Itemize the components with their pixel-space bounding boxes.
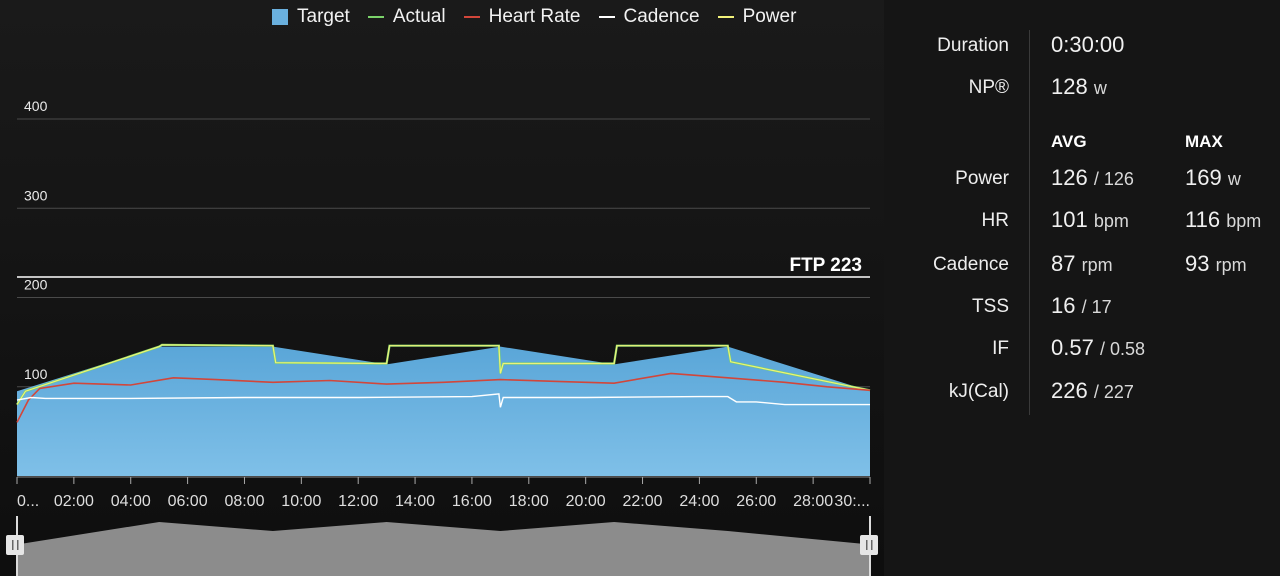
chart-panel: 100 200 300 400 FTP 223 0... 02:00 04:00 06:00 08… [0, 0, 884, 576]
legend-label-target: Target [297, 6, 350, 27]
x-tick-label: 24:00 [679, 493, 719, 510]
y-tick-label: 300 [24, 187, 48, 203]
stats-panel: Duration 0:30:00 NP® 128 w AVG MAX Power… [884, 0, 1280, 576]
legend-swatch-target [272, 9, 288, 25]
cadence-avg-group: 87 rpm [1051, 251, 1113, 277]
power-max: 169 [1185, 165, 1222, 190]
cadence-max: 93 [1185, 251, 1210, 276]
legend-swatch-cadence [598, 16, 615, 18]
heart-rate-line [16, 372, 871, 423]
hr-avg-group: 101 bpm [1051, 207, 1129, 233]
power-avg-group: 126 / 126 [1051, 165, 1134, 191]
legend-item-actual: Actual [367, 6, 446, 28]
x-tick-label: 12:00 [338, 493, 378, 510]
hr-avg-unit: bpm [1093, 211, 1129, 231]
if-value-group: 0.57 / 0.58 [1051, 335, 1145, 361]
x-tick-label: 06:00 [168, 493, 208, 510]
hr-max: 116 [1185, 207, 1221, 232]
kj-target: / 227 [1093, 382, 1134, 402]
kj-value: 226 [1051, 378, 1088, 403]
legend-label-actual: Actual [392, 6, 446, 27]
duration-value: 0:30:00 [1051, 32, 1125, 57]
x-tick-label: 22:00 [623, 493, 663, 510]
y-tick-label: 400 [24, 98, 48, 114]
x-tick-label: 28:00 [793, 493, 833, 510]
legend-swatch-power [717, 16, 734, 18]
duration-label: Duration [937, 35, 1009, 56]
workout-chart: 100 200 300 400 FTP 223 0... 02:00 04:00 06:00 08… [6, 98, 878, 576]
tss-value-group: 16 / 17 [1051, 293, 1112, 319]
stats-divider [1029, 30, 1030, 415]
x-tick-label: 04:00 [111, 493, 151, 510]
if-value: 0.57 [1051, 335, 1094, 360]
target-area [17, 346, 870, 476]
y-tick-label: 100 [24, 366, 48, 382]
power-avg-target: / 126 [1093, 169, 1134, 189]
y-tick-label: 200 [24, 277, 48, 293]
legend-swatch-actual [367, 16, 384, 18]
tss-target: / 17 [1081, 297, 1112, 317]
legend-label-cadence: Cadence [623, 6, 700, 27]
legend-item-target: Target [272, 6, 350, 28]
if-label: IF [992, 338, 1009, 359]
legend-item-cadence: Cadence [598, 6, 700, 28]
power-avg: 126 [1051, 165, 1088, 190]
cadence-line [16, 393, 870, 408]
np-unit: w [1093, 78, 1107, 98]
legend-swatch-heart-rate [463, 16, 480, 18]
x-tick-label: 08:00 [224, 493, 264, 510]
kj-value-group: 226 / 227 [1051, 378, 1134, 404]
avg-header: AVG [1051, 132, 1087, 151]
tss-value: 16 [1051, 293, 1076, 318]
np-value-group: 128 w [1051, 74, 1107, 100]
cadence-max-unit: rpm [1215, 255, 1247, 275]
hr-label: HR [981, 210, 1009, 231]
x-tick-label: 16:00 [452, 493, 492, 510]
kj-label: kJ(Cal) [948, 381, 1009, 402]
legend-item-power: Power [717, 6, 797, 28]
scrubber-right-handle[interactable] [860, 535, 878, 555]
hr-avg: 101 [1051, 207, 1088, 232]
ftp-label: FTP 223 [789, 255, 862, 276]
x-tick-label: 18:00 [509, 493, 549, 510]
max-header: MAX [1185, 132, 1223, 151]
x-tick-label: 10:00 [281, 493, 321, 510]
x-tick-label: 0... [17, 493, 39, 510]
x-tick-label: 26:00 [736, 493, 776, 510]
legend-item-heart-rate: Heart Rate [463, 6, 581, 28]
cadence-max-group: 93 rpm [1185, 251, 1247, 277]
np-value: 128 [1051, 74, 1088, 99]
power-max-group: 169 w [1185, 165, 1241, 191]
overview-scrubber [17, 522, 870, 576]
cadence-avg-unit: rpm [1081, 255, 1113, 275]
power-label: Power [955, 168, 1009, 189]
scrubber-left-handle[interactable] [6, 535, 24, 555]
power-max-unit: w [1227, 169, 1241, 189]
tss-label: TSS [972, 296, 1009, 317]
x-tick-label: 20:00 [566, 493, 606, 510]
x-tick-label: 02:00 [54, 493, 94, 510]
hr-max-group: 116 bpm [1185, 207, 1261, 233]
chart-legend: Target Actual Heart Rate Cadence Power [272, 5, 796, 29]
hr-max-unit: bpm [1226, 211, 1262, 231]
legend-label-heart-rate: Heart Rate [488, 6, 581, 27]
cadence-avg: 87 [1051, 251, 1076, 276]
x-tick-label: 30:... [834, 493, 870, 510]
x-tick-label: 14:00 [395, 493, 435, 510]
power-line [16, 344, 871, 405]
np-label: NP® [968, 77, 1009, 98]
legend-label-power: Power [742, 6, 797, 27]
if-target: / 0.58 [1099, 339, 1145, 359]
cadence-label: Cadence [932, 254, 1009, 275]
